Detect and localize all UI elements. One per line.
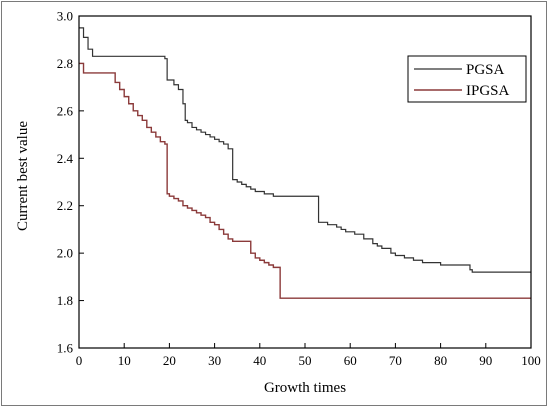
y-tick-label: 3.0	[57, 9, 73, 24]
x-tick-label: 100	[521, 353, 541, 368]
x-tick-label: 90	[479, 353, 492, 368]
legend-box	[407, 55, 527, 103]
legend: PGSA IPGSA	[407, 55, 527, 103]
plot-area-border	[78, 15, 532, 349]
y-axis-ticks: 1.6 1.8 2.0 2.2 2.4 2.6 2.8 3.0	[57, 9, 84, 356]
x-tick-label: 80	[434, 353, 447, 368]
y-tick-label: 2.6	[57, 103, 74, 118]
y-tick-label: 2.8	[57, 56, 73, 71]
x-axis-label: Growth times	[264, 380, 346, 396]
series-line-pgsa	[79, 27, 531, 273]
y-tick-label: 2.0	[57, 246, 73, 261]
x-axis-ticks: 0 10 20 30 40 50 60 70 80 90 100	[76, 343, 541, 368]
x-tick-label: 10	[118, 353, 131, 368]
x-tick-label: 30	[208, 353, 221, 368]
x-tick-label: 0	[76, 353, 83, 368]
y-axis-label: Current best value	[15, 121, 31, 231]
legend-label-pgsa: PGSA	[466, 62, 505, 78]
x-tick-label: 70	[389, 353, 402, 368]
x-tick-label: 60	[344, 353, 357, 368]
y-tick-label: 1.6	[57, 341, 74, 356]
series-line-ipgsa	[79, 62, 531, 299]
y-tick-label: 2.4	[57, 151, 74, 166]
y-tick-label: 2.2	[57, 198, 73, 213]
x-tick-label: 40	[253, 353, 266, 368]
x-tick-label: 20	[163, 353, 176, 368]
legend-label-ipgsa: IPGSA	[466, 83, 510, 99]
series-layer	[79, 27, 531, 299]
x-tick-label: 50	[299, 353, 312, 368]
y-tick-label: 1.8	[57, 293, 73, 308]
